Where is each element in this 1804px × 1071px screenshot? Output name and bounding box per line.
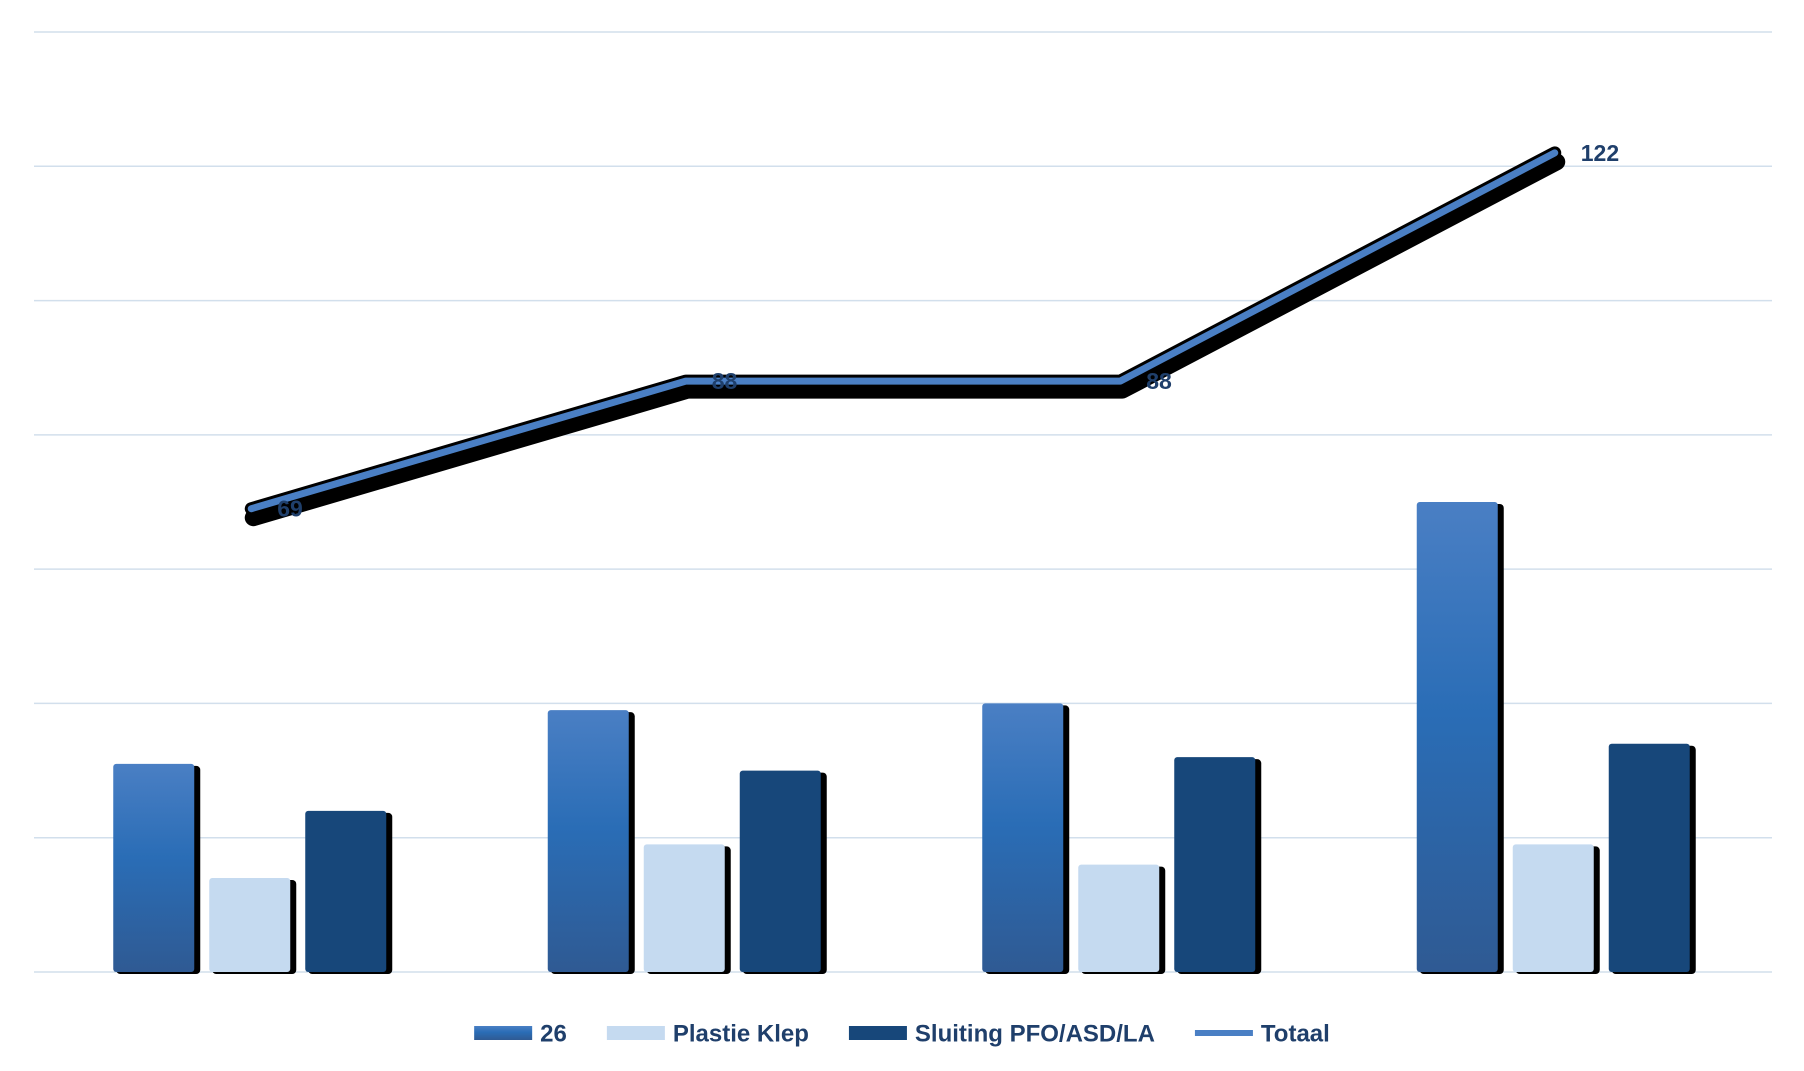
legend-swatch (606, 1026, 665, 1040)
series-line-shadow (244, 153, 1566, 527)
bar (1174, 757, 1256, 972)
bar (113, 763, 195, 972)
legend-label: Sluiting PFO/ASD/LA (915, 1020, 1155, 1047)
data-label: 88 (712, 368, 738, 394)
legend-swatch (1194, 1030, 1253, 1036)
data-label: 88 (1146, 368, 1172, 394)
series-line (247, 149, 1559, 513)
bar (739, 770, 821, 972)
bar (547, 710, 629, 972)
legend-swatch (848, 1026, 907, 1040)
bars (113, 502, 1696, 974)
bar (1416, 502, 1498, 972)
total-line (244, 146, 1566, 527)
series-line-outline (244, 146, 1562, 516)
data-label: 69 (277, 496, 303, 522)
bar (209, 878, 291, 972)
data-label: 122 (1581, 140, 1619, 166)
legend-swatch (474, 1026, 533, 1040)
bar (643, 844, 725, 972)
data-labels: 69 88 88 122 (277, 140, 1619, 522)
bar (1608, 743, 1690, 972)
bar (1512, 844, 1594, 972)
legend-label: Totaal (1261, 1020, 1330, 1047)
legend-label: 26 (540, 1020, 567, 1047)
bar (1078, 864, 1160, 972)
legend: 26 Plastie Klep Sluiting PFO/ASD/LA Totaal (474, 1020, 1330, 1047)
bar (982, 703, 1064, 972)
legend-label: Plastie Klep (673, 1020, 809, 1047)
bar (305, 810, 387, 972)
